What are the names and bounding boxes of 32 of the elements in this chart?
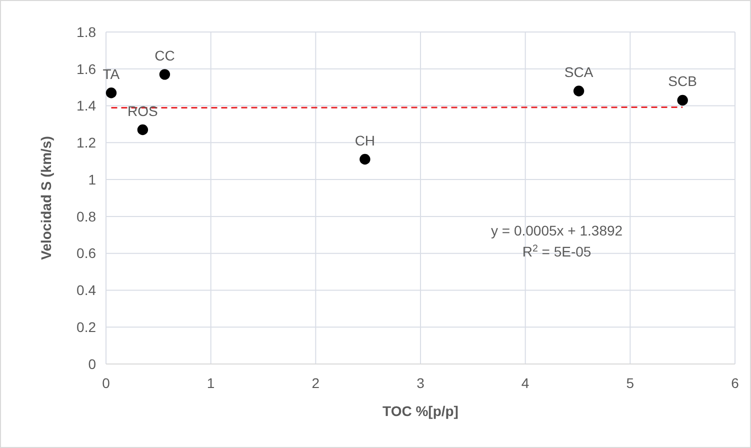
x-tick-label: 6 (731, 375, 740, 391)
annotation: CC (154, 47, 175, 64)
x-tick-label: 1 (206, 375, 215, 391)
point (360, 154, 370, 165)
y-tick-label: 1.4 (76, 98, 96, 114)
y-tick-label: 1.6 (76, 60, 96, 77)
annotation: SCB (668, 73, 697, 90)
annotation: CH (354, 132, 376, 148)
x-axis-title: TOC %[p/p] (382, 403, 458, 419)
y-axis-title: Velocidad S (km/s) (38, 136, 54, 260)
point (677, 94, 688, 106)
annotation: TA (102, 66, 120, 82)
y-tick-label: 0.6 (76, 245, 96, 262)
point (573, 86, 584, 96)
y-tick-label: 1.8 (76, 24, 96, 40)
y-tick-label: 0.4 (76, 282, 96, 298)
x-tick-label: 2 (312, 375, 320, 391)
x-tick-label: 4 (521, 375, 530, 391)
x-tick-label: 3 (416, 375, 425, 391)
y-tick-label: 1 (88, 171, 96, 188)
annotation: R$^{2}$ = 5E-05 (522, 242, 592, 260)
point (137, 124, 148, 136)
x-tick-label: 0 (102, 375, 110, 391)
x-tick-label: 5 (626, 375, 634, 391)
y-tick-label: 0.8 (76, 208, 96, 224)
y-tick-label: 0 (88, 356, 96, 372)
point (106, 88, 117, 98)
y-tick-label: 0.2 (76, 319, 96, 336)
annotation: SCA (564, 64, 594, 80)
y-tick-label: 1.2 (76, 134, 96, 151)
annotation: y = 0.0005x + 1.3892 (491, 222, 623, 238)
point (159, 69, 170, 80)
